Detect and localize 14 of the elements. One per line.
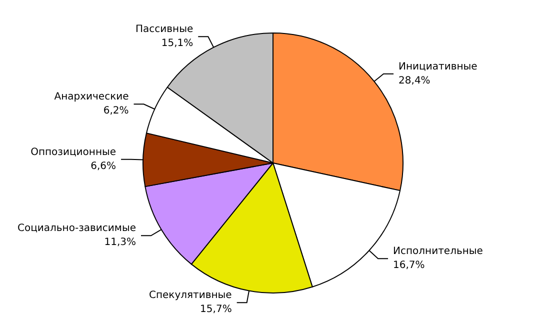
data-label: 15,7% [200, 304, 232, 316]
slice-label: Социально-зависимые [17, 223, 136, 234]
slice-label: Спекулятивные [148, 290, 232, 302]
slice-label: Инициативные [398, 61, 478, 72]
data-label: 16,7% [393, 260, 425, 272]
data-label: 6,6% [90, 160, 116, 172]
data-label: 15,1% [161, 38, 194, 50]
slice-label: Оппозиционные [30, 146, 116, 158]
data-label: 28,4% [398, 75, 430, 86]
slice-label: Пассивные [136, 24, 194, 36]
slice-label: Анархические [54, 92, 129, 103]
data-label: 6,2% [103, 106, 129, 117]
slice-label: Исполнительные [393, 246, 483, 258]
data-label: 11,3% [104, 237, 136, 248]
